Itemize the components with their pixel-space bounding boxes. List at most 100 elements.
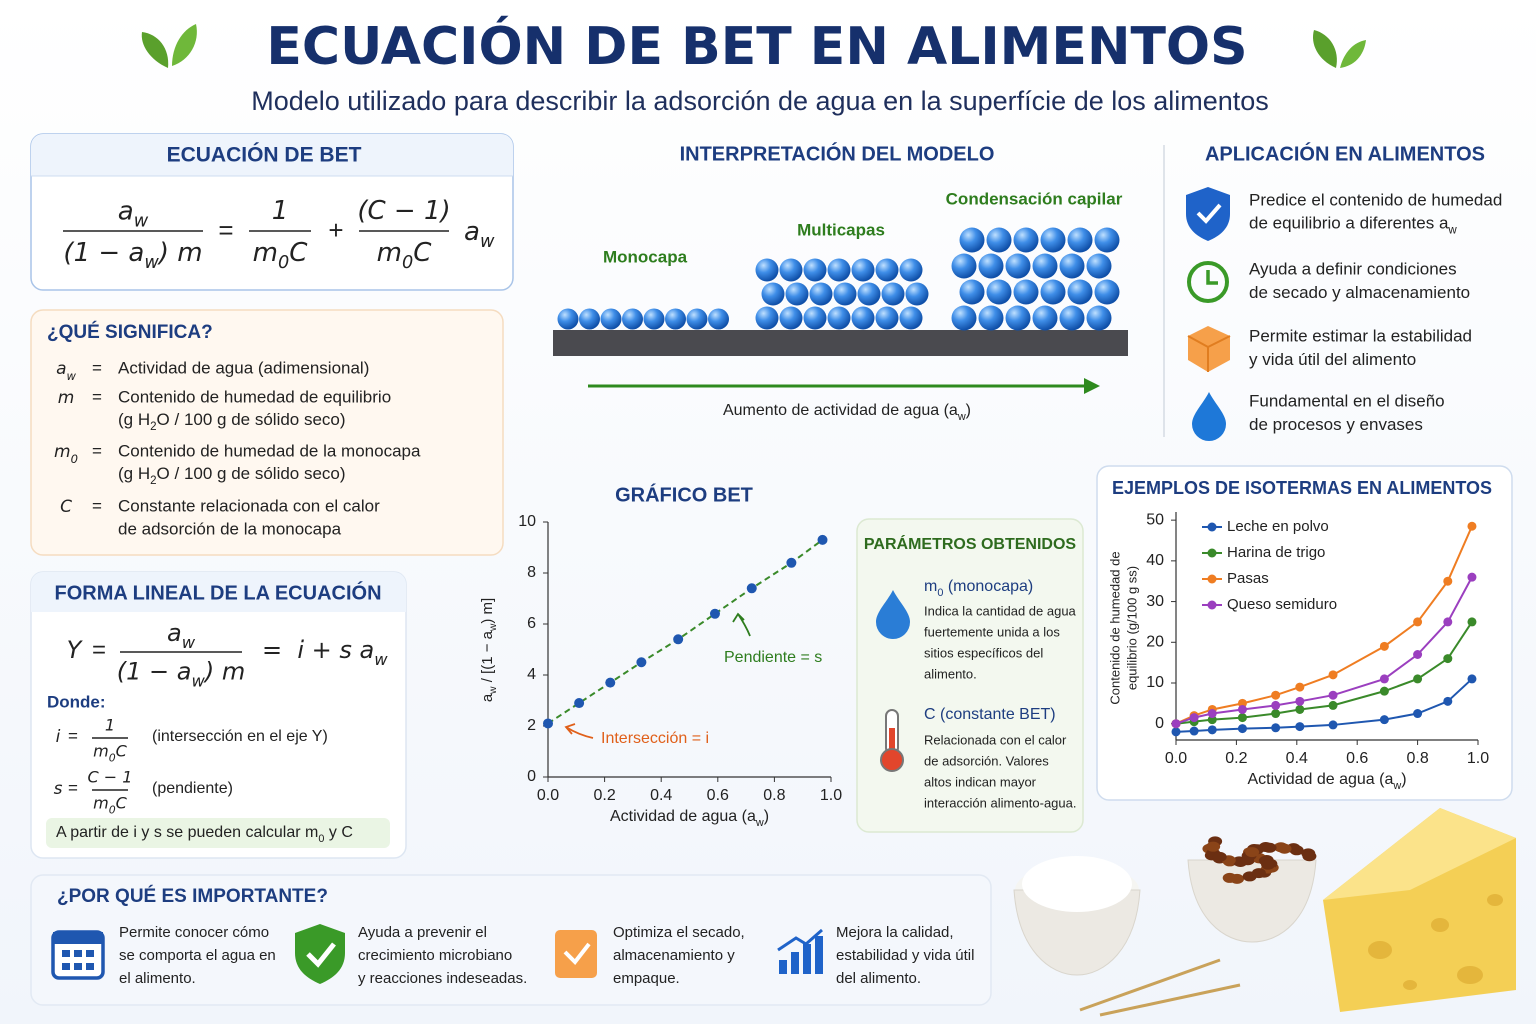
molecule: [1005, 305, 1031, 331]
data-point: [1295, 704, 1305, 714]
molecule: [978, 305, 1004, 331]
y-tick-label: 8: [527, 564, 536, 581]
data-point: [709, 608, 720, 619]
data-point: [1328, 670, 1338, 680]
symbol: Y: [67, 636, 84, 664]
parameter-title: m0 (monocapa): [924, 578, 1033, 599]
data-point: [1467, 617, 1477, 627]
molecule: [1067, 279, 1093, 305]
x-tick-label: 0.0: [537, 787, 559, 804]
denominator: (1 − aw) m: [117, 657, 245, 690]
molecule: [803, 306, 827, 330]
x-tick-label: 0.2: [1225, 750, 1247, 767]
x-axis-label: Actividad de agua (aw): [610, 808, 769, 829]
molecule: [1094, 279, 1120, 305]
molecule: [875, 258, 899, 282]
panel-title: ¿POR QUÉ ES IMPORTANTE?: [57, 885, 328, 907]
y-tick-label: 20: [1146, 634, 1164, 651]
molecule: [978, 253, 1004, 279]
data-point: [746, 583, 757, 594]
importance-text: crecimiento microbiano: [358, 947, 512, 964]
panel-title: INTERPRETACIÓN DEL MODELO: [680, 141, 995, 165]
molecule: [851, 306, 875, 330]
x-tick-label: 1.0: [1467, 750, 1489, 767]
data-point: [1189, 713, 1199, 723]
definition: Constante relacionada con el calor: [118, 496, 380, 515]
y-tick-label: 50: [1146, 511, 1164, 528]
subscript: w: [192, 671, 206, 690]
molecule: [875, 306, 899, 330]
molecule: [833, 282, 857, 306]
data-point: [1271, 723, 1281, 733]
text-part: (1 − a: [117, 657, 192, 685]
subscript: w: [488, 686, 499, 695]
raisin: [1206, 841, 1221, 852]
data-point: [1171, 719, 1181, 729]
data-point: [1443, 654, 1453, 664]
parameter-text: Relacionada con el calor: [924, 732, 1067, 747]
stage-label: Condensación capilar: [946, 189, 1123, 208]
y-tick-label: 40: [1146, 552, 1164, 569]
data-point: [1443, 617, 1453, 627]
data-point: [1295, 682, 1305, 692]
legend-marker: [1207, 574, 1217, 584]
molecule: [785, 282, 809, 306]
subscript: 0: [937, 587, 943, 599]
clock-icon: [1187, 261, 1229, 303]
text-part: Actividad de agua (a: [1247, 771, 1393, 788]
data-point: [1237, 724, 1247, 734]
raisin: [1212, 851, 1227, 862]
definition: Contenido de humedad de la monocapa: [118, 441, 421, 460]
raisin: [1289, 845, 1304, 856]
x-axis-label: Actividad de agua (aw): [1247, 771, 1406, 792]
leaf-right: [1312, 30, 1366, 68]
data-point: [1413, 617, 1423, 627]
definition: de adsorción de la monocapa: [118, 519, 342, 538]
molecule: [809, 282, 833, 306]
operator: =: [92, 441, 102, 460]
subscript: 0: [109, 803, 116, 816]
data-point: [1379, 686, 1389, 696]
molecule: [755, 306, 779, 330]
subtitle: Modelo utilizado para describir la adsor…: [251, 86, 1269, 116]
check-icon: [563, 942, 591, 966]
surface: [553, 330, 1128, 356]
denominator: (1 − aw) m: [63, 238, 202, 274]
molecule: [1086, 253, 1112, 279]
parameter-text: interacción alimento-agua.: [924, 795, 1076, 810]
definition: Actividad de agua (adimensional): [118, 358, 369, 377]
numerator: 1: [105, 716, 115, 735]
text-part: C: [413, 238, 432, 268]
data-point: [605, 677, 616, 688]
operator: +: [328, 215, 343, 245]
importance-text: el alimento.: [119, 970, 196, 987]
cheese-top: [1323, 808, 1516, 900]
y-axis-label: equilibrio (g/100 g ss): [1124, 566, 1139, 690]
x-tick-label: 0.4: [1286, 750, 1308, 767]
data-point: [1467, 572, 1477, 582]
chart-title: GRÁFICO BET: [615, 483, 753, 506]
x-tick-label: 0.2: [593, 787, 615, 804]
expression: = i + s aw: [262, 636, 388, 669]
numerator: 1: [272, 196, 289, 226]
molecule: [622, 308, 643, 330]
application-text: Ayuda a definir condiciones: [1249, 259, 1457, 278]
definition: (g H2O / 100 g de sólido seco): [118, 410, 346, 433]
data-point: [1413, 650, 1423, 659]
data-point: [1328, 720, 1338, 730]
symbol: s: [54, 779, 63, 799]
wheat: [1079, 958, 1241, 1017]
text-part: ): [966, 402, 971, 419]
molecule: [1059, 253, 1085, 279]
data-point: [1328, 690, 1338, 700]
x-tick-label: 0.4: [650, 787, 672, 804]
text-part: a: [118, 196, 134, 226]
panel-title: ECUACIÓN DE BET: [167, 143, 362, 167]
stage-label: Monocapa: [603, 247, 688, 266]
definition: (g H2O / 100 g de sólido seco): [118, 464, 346, 487]
molecule: [959, 279, 985, 305]
y-tick-label: 10: [518, 513, 536, 530]
molecule: [827, 258, 851, 282]
legend-marker: [1207, 600, 1217, 610]
